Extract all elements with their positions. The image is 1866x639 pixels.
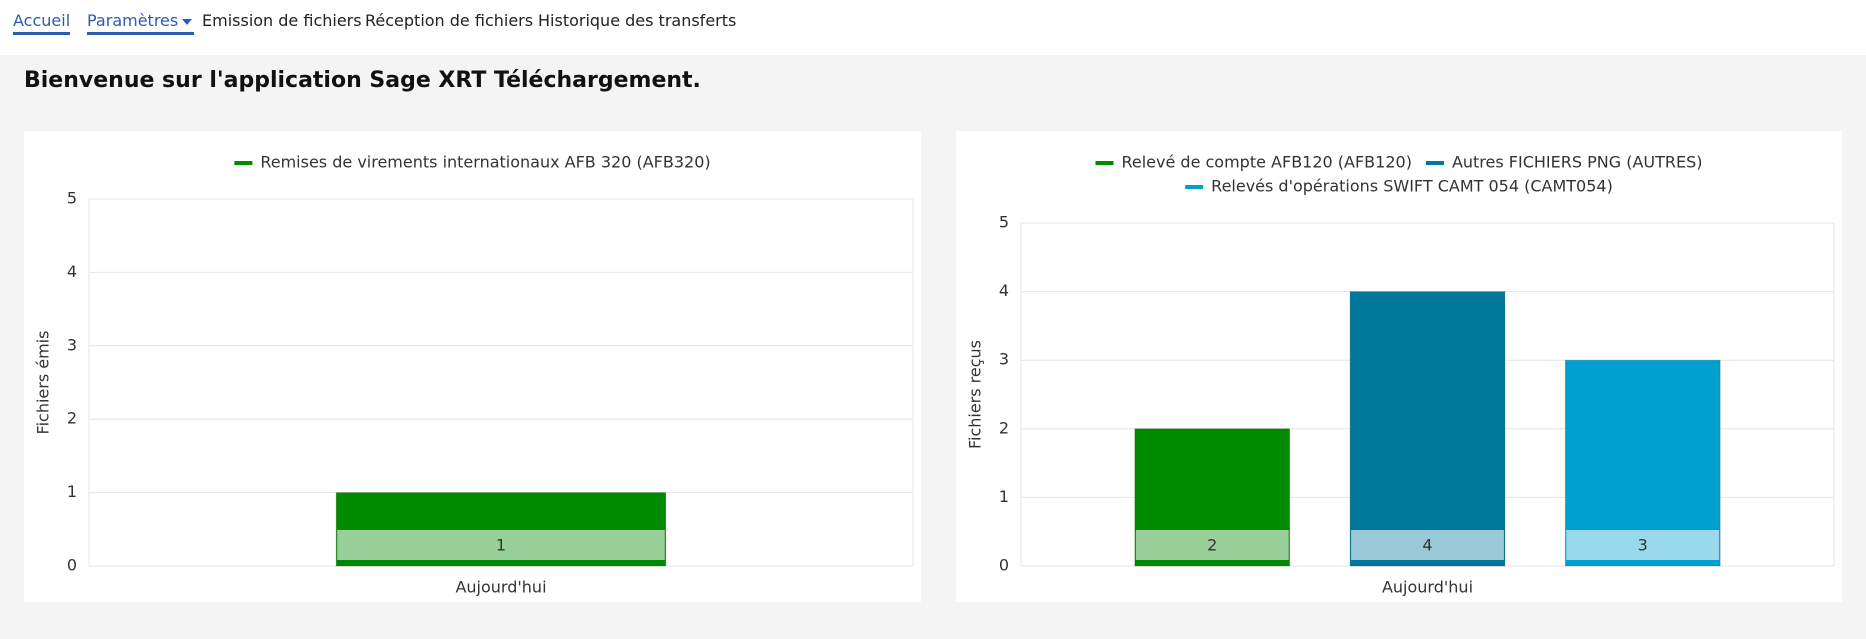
legend-item: Remises de virements internationaux AFB … xyxy=(234,153,711,172)
y-tick-label: 1 xyxy=(67,482,77,501)
y-tick-label: 1 xyxy=(999,487,1009,506)
y-axis-label: Fichiers reçus xyxy=(966,340,985,449)
chart-panel: Remises de virements internationaux AFB … xyxy=(24,131,921,602)
data-label: 4 xyxy=(1422,536,1432,555)
data-label-box xyxy=(1566,530,1720,560)
data-label-box xyxy=(337,530,665,560)
data-label-box xyxy=(1351,530,1504,560)
y-tick-label: 3 xyxy=(67,335,77,354)
data-label: 1 xyxy=(496,536,506,555)
nav-link[interactable]: Réception de fichiers xyxy=(365,11,534,30)
nav-dropdown[interactable]: Paramètres xyxy=(87,11,195,35)
page-heading: Bienvenue sur l'application Sage XRT Tél… xyxy=(24,68,701,93)
y-tick-label: 4 xyxy=(67,262,77,281)
legend-label: Relevé de compte AFB120 (AFB120) xyxy=(1121,153,1411,172)
bar xyxy=(1349,291,1506,567)
chart-panel: Relevé de compte AFB120 (AFB120) Autres F… xyxy=(956,131,1842,602)
legend-label: Relevés d'opérations SWIFT CAMT 054 (CAM… xyxy=(1211,177,1613,196)
y-tick-label: 2 xyxy=(999,418,1009,437)
y-tick-label: 3 xyxy=(999,350,1009,369)
nav-link[interactable]: Accueil xyxy=(13,11,71,35)
chart: Relevé de compte AFB120 (AFB120) Autres F… xyxy=(966,153,1835,597)
y-tick-label: 5 xyxy=(999,213,1009,232)
legend-swatch xyxy=(1425,161,1444,165)
nav-link[interactable]: Historique des transferts xyxy=(538,11,737,30)
y-tick-label: 0 xyxy=(67,556,77,575)
legend-item: Autres FICHIERS PNG (AUTRES) xyxy=(1425,153,1703,172)
y-tick-label: 4 xyxy=(999,281,1009,300)
legend-swatch xyxy=(1095,161,1114,165)
nav-label[interactable]: Paramètres xyxy=(87,11,179,30)
nav-link[interactable]: Emission de fichiers xyxy=(202,11,362,30)
x-tick-label: Aujourd'hui xyxy=(1382,578,1473,597)
data-label: 3 xyxy=(1638,536,1648,555)
y-tick-label: 0 xyxy=(999,556,1009,575)
legend-label: Autres FICHIERS PNG (AUTRES) xyxy=(1452,153,1703,172)
legend-item: Relevés d'opérations SWIFT CAMT 054 (CAM… xyxy=(1185,177,1613,196)
legend-swatch xyxy=(234,161,253,165)
y-axis-label: Fichiers émis xyxy=(34,331,53,435)
y-tick-label: 2 xyxy=(67,409,77,428)
caret xyxy=(182,19,193,25)
chart: Remises de virements internationaux AFB … xyxy=(34,153,914,597)
data-label-box xyxy=(1135,530,1289,560)
legend-label: Remises de virements internationaux AFB … xyxy=(260,153,710,172)
legend-swatch xyxy=(1185,185,1204,189)
x-tick-label: Aujourd'hui xyxy=(455,578,546,597)
nav-bar: Accueil Paramètres Emission de fichiers … xyxy=(0,0,1866,55)
y-tick-label: 5 xyxy=(67,189,77,208)
data-label: 2 xyxy=(1207,536,1217,555)
legend-item: Relevé de compte AFB120 (AFB120) xyxy=(1095,153,1412,172)
